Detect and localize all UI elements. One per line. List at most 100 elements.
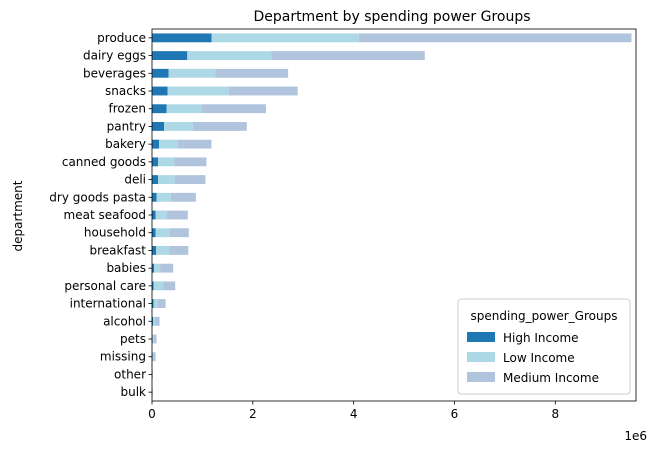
bar-bulk-series-2 bbox=[152, 387, 153, 397]
y-tick-label: international bbox=[70, 297, 146, 311]
bar-alcohol-series-2 bbox=[155, 316, 160, 326]
bars-layer bbox=[152, 33, 632, 397]
bar-snacks-series-1 bbox=[167, 86, 229, 96]
x-tick-label: 2 bbox=[249, 407, 257, 421]
bar-babies-series-1 bbox=[154, 263, 161, 273]
legend-box bbox=[457, 298, 631, 395]
legend-swatch bbox=[467, 372, 495, 382]
bar-household-series-0 bbox=[152, 228, 156, 238]
bar-pantry-series-2 bbox=[192, 122, 247, 131]
bar-personal-care-series-0 bbox=[152, 281, 154, 291]
bar-canned-goods-series-0 bbox=[152, 157, 159, 167]
bar-produce-series-2 bbox=[358, 33, 632, 43]
bar-frozen-series-1 bbox=[166, 104, 202, 114]
legend: spending_power_Groups High Income Low Inco… bbox=[457, 298, 631, 395]
y-tick-label: babies bbox=[106, 261, 146, 275]
y-ticks: produce dairy eggs beverages snacks frozen pa… bbox=[49, 31, 152, 399]
legend-swatch bbox=[467, 352, 495, 362]
bar-other-series-2 bbox=[152, 370, 153, 379]
y-tick-label: snacks bbox=[105, 84, 146, 98]
bar-bakery-series-2 bbox=[177, 139, 212, 149]
legend-swatch bbox=[467, 332, 495, 342]
bar-dairy-eggs-series-0 bbox=[152, 51, 188, 60]
y-tick-label: pets bbox=[120, 332, 146, 346]
bar-household-series-1 bbox=[155, 228, 170, 238]
y-tick-label: alcohol bbox=[103, 314, 146, 328]
x-ticks: 0 2 4 6 8 bbox=[148, 401, 559, 421]
bar-missing-series-2 bbox=[153, 352, 156, 362]
bar-personal-care-series-2 bbox=[163, 281, 176, 291]
bar-breakfast-series-1 bbox=[156, 246, 170, 255]
bar-breakfast-series-0 bbox=[152, 246, 157, 255]
bar-pets-series-2 bbox=[154, 334, 157, 344]
bar-deli-series-0 bbox=[152, 175, 159, 184]
legend-entry: Low Income bbox=[503, 351, 575, 365]
bar-pantry-series-0 bbox=[152, 122, 165, 131]
x-tick-label: 4 bbox=[350, 407, 358, 421]
bar-personal-care-series-1 bbox=[153, 281, 164, 291]
y-tick-label: dairy eggs bbox=[83, 49, 146, 63]
bar-dairy-eggs-series-2 bbox=[271, 51, 425, 60]
bar-frozen-series-2 bbox=[201, 104, 266, 114]
bar-pets-series-1 bbox=[152, 334, 155, 344]
y-tick-label: bulk bbox=[120, 385, 146, 399]
y-tick-label: other bbox=[114, 367, 146, 381]
bar-bakery-series-0 bbox=[152, 139, 160, 149]
y-tick-label: pantry bbox=[107, 119, 146, 133]
axes-frame bbox=[151, 28, 637, 402]
bar-snacks-series-0 bbox=[152, 86, 168, 96]
x-tick-label: 0 bbox=[148, 407, 156, 421]
y-tick-label: household bbox=[84, 226, 146, 240]
bar-international-series-2 bbox=[158, 299, 166, 308]
x-tick-label: 6 bbox=[451, 407, 459, 421]
y-tick-label: frozen bbox=[108, 102, 146, 116]
y-tick-label: deli bbox=[124, 173, 146, 187]
y-tick-label: produce bbox=[97, 31, 146, 45]
bar-dairy-eggs-series-1 bbox=[187, 51, 272, 60]
y-tick-label: dry goods pasta bbox=[49, 190, 146, 204]
y-tick-label: missing bbox=[100, 350, 146, 364]
bar-international-series-1 bbox=[153, 299, 159, 308]
bar-meat-seafood-series-2 bbox=[166, 210, 188, 220]
y-tick-label: canned goods bbox=[62, 155, 146, 169]
bar-dry-goods-pasta-series-2 bbox=[170, 192, 196, 202]
y-axis-label: department bbox=[11, 180, 25, 251]
bar-produce-series-1 bbox=[211, 33, 359, 43]
y-tick-label: breakfast bbox=[89, 243, 146, 257]
legend-entry: High Income bbox=[503, 331, 579, 345]
x-offset-label: 1e6 bbox=[624, 429, 647, 443]
bar-alcohol-series-0 bbox=[152, 316, 154, 326]
y-tick-label: personal care bbox=[64, 279, 146, 293]
bar-household-series-2 bbox=[169, 228, 189, 238]
bar-produce-series-0 bbox=[152, 33, 212, 43]
chart-title: Department by spending power Groups bbox=[253, 9, 530, 25]
bar-deli-series-2 bbox=[174, 175, 206, 184]
x-tick-label: 8 bbox=[552, 407, 560, 421]
bar-dry-goods-pasta-series-1 bbox=[156, 192, 171, 202]
bar-missing-series-1 bbox=[152, 352, 154, 362]
bar-meat-seafood-series-0 bbox=[152, 210, 156, 220]
bar-babies-series-2 bbox=[160, 263, 174, 273]
bar-frozen-series-0 bbox=[152, 104, 167, 114]
bar-breakfast-series-2 bbox=[169, 246, 189, 255]
y-tick-label: meat seafood bbox=[64, 208, 146, 222]
bar-alcohol-series-1 bbox=[153, 316, 156, 326]
bar-deli-series-1 bbox=[158, 175, 175, 184]
y-tick-label: beverages bbox=[83, 66, 146, 80]
bar-beverages-series-0 bbox=[152, 68, 169, 78]
bar-international-series-0 bbox=[152, 299, 154, 308]
bar-dry-goods-pasta-series-0 bbox=[152, 192, 157, 202]
bar-snacks-series-2 bbox=[228, 86, 298, 96]
bar-bakery-series-1 bbox=[159, 139, 178, 149]
bar-meat-seafood-series-1 bbox=[155, 210, 167, 220]
bar-canned-goods-series-2 bbox=[174, 157, 207, 167]
bar-pantry-series-1 bbox=[164, 122, 193, 131]
legend-title: spending_power_Groups bbox=[471, 309, 618, 323]
legend-entry: Medium Income bbox=[503, 371, 599, 385]
y-tick-label: bakery bbox=[105, 137, 146, 151]
bar-babies-series-0 bbox=[152, 263, 155, 273]
bar-beverages-series-1 bbox=[168, 68, 216, 78]
bar-canned-goods-series-1 bbox=[158, 157, 175, 167]
bar-beverages-series-2 bbox=[215, 68, 289, 78]
